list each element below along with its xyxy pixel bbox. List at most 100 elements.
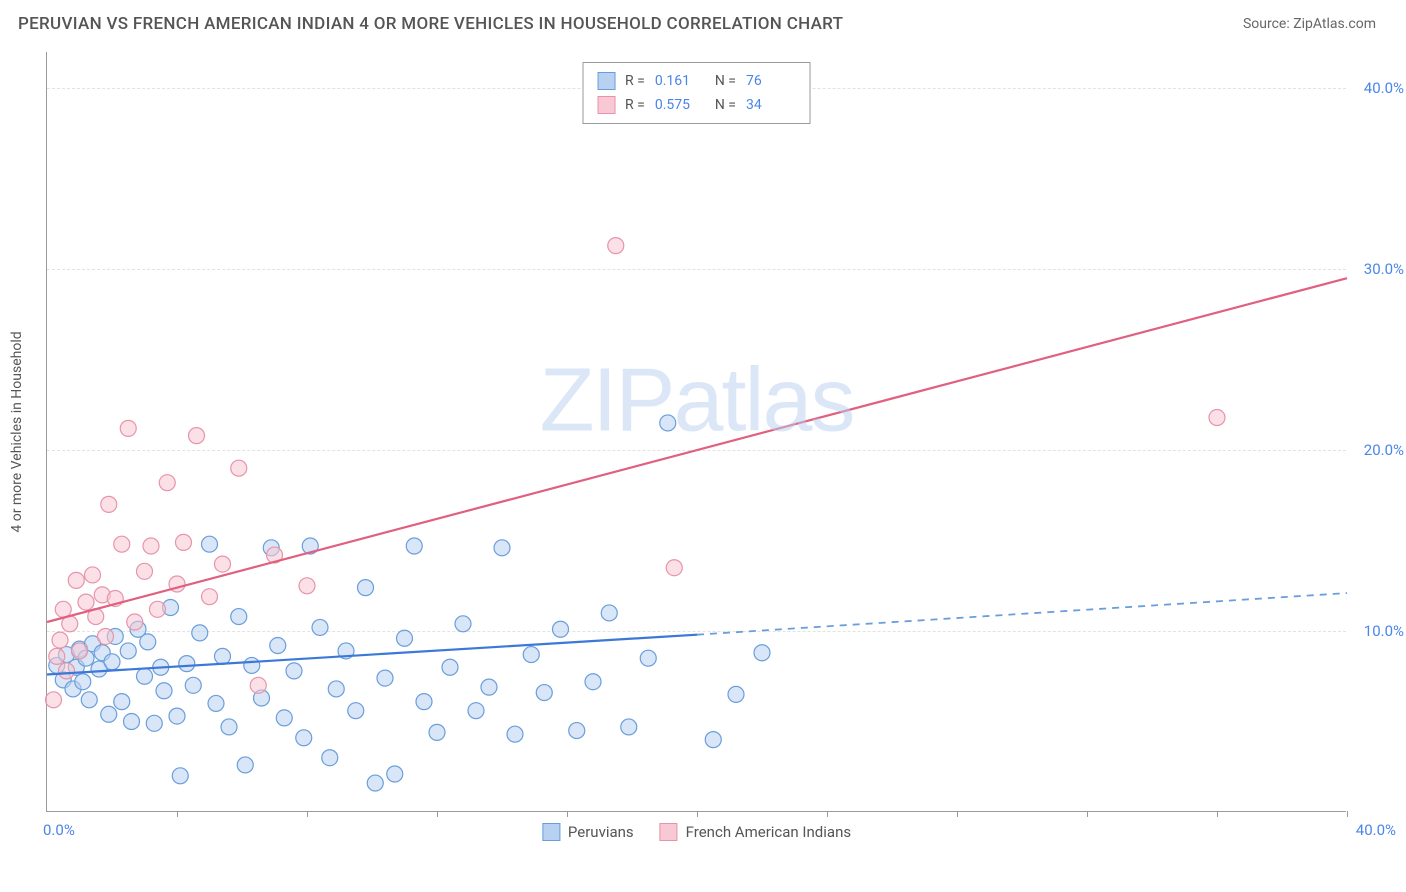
scatter-point [237,757,253,773]
scatter-point [68,572,84,588]
scatter-point [85,567,101,583]
scatter-point [114,536,130,552]
scatter-point [666,560,682,576]
scatter-point [328,681,344,697]
scatter-point [172,768,188,784]
scatter-point [585,674,601,690]
scatter-point [146,715,162,731]
scatter-point [601,605,617,621]
chart-title: PERUVIAN VS FRENCH AMERICAN INDIAN 4 OR … [18,14,843,34]
y-axis-label: 4 or more Vehicles in Household [9,331,25,532]
scatter-point [270,638,286,654]
scatter-point [143,538,159,554]
legend-label-blue: Peruvians [568,823,634,841]
scatter-plot-svg [47,52,1347,812]
n-prefix-2: N = [715,93,736,117]
scatter-point [250,677,266,693]
legend-swatch-pink-icon [660,823,678,841]
scatter-point [208,695,224,711]
scatter-point [140,634,156,650]
scatter-point [176,534,192,550]
scatter-point [202,536,218,552]
n-value-blue: 76 [746,69,796,93]
scatter-point [127,614,143,630]
scatter-point [156,683,172,699]
y-tick-label: 10.0% [1364,622,1404,640]
scatter-point [553,621,569,637]
source-link[interactable]: ZipAtlas.com [1293,16,1376,32]
scatter-point [231,460,247,476]
trend-line [47,278,1347,622]
scatter-point [536,685,552,701]
scatter-point [728,686,744,702]
scatter-point [75,674,91,690]
scatter-point [299,578,315,594]
scatter-point [621,719,637,735]
scatter-point [137,668,153,684]
scatter-point [98,628,114,644]
scatter-point [660,415,676,431]
scatter-point [169,708,185,724]
scatter-point [120,643,136,659]
stats-row-pink: R = 0.575 N = 34 [597,93,796,117]
stats-row-blue: R = 0.161 N = 76 [597,69,796,93]
scatter-point [192,625,208,641]
scatter-point [397,630,413,646]
chart-container: 4 or more Vehicles in Household 10.0%20.… [46,52,1386,852]
scatter-point [231,609,247,625]
scatter-point [221,719,237,735]
scatter-point [215,648,231,664]
source-prefix: Source: [1243,16,1293,32]
scatter-point [101,706,117,722]
scatter-point [101,496,117,512]
scatter-point [705,732,721,748]
x-origin-label: 0.0% [43,821,75,839]
scatter-point [569,723,585,739]
scatter-point [468,703,484,719]
scatter-point [46,692,62,708]
scatter-point [286,663,302,679]
y-tick-label: 30.0% [1364,260,1404,278]
scatter-point [189,428,205,444]
n-prefix: N = [715,69,736,93]
scatter-point [494,540,510,556]
scatter-point [159,475,175,491]
scatter-point [754,645,770,661]
r-prefix-2: R = [625,93,645,117]
swatch-blue-icon [597,72,615,90]
scatter-point [507,726,523,742]
n-value-pink: 34 [746,93,796,117]
scatter-point [296,730,312,746]
scatter-point [120,420,136,436]
scatter-point [455,616,471,632]
scatter-point [276,710,292,726]
scatter-point [312,619,328,635]
scatter-point [322,750,338,766]
scatter-point [348,703,364,719]
header: PERUVIAN VS FRENCH AMERICAN INDIAN 4 OR … [0,0,1406,44]
r-prefix: R = [625,69,645,93]
scatter-point [215,556,231,572]
scatter-point [358,580,374,596]
x-max-label: 40.0% [1356,821,1396,839]
scatter-point [429,724,445,740]
scatter-point [1209,410,1225,426]
scatter-point [608,238,624,254]
r-value-pink: 0.575 [655,93,705,117]
legend-item-peruvians: Peruvians [542,823,634,841]
scatter-point [59,663,75,679]
scatter-point [442,659,458,675]
plot-area: 4 or more Vehicles in Household 10.0%20.… [46,52,1346,812]
y-tick-label: 40.0% [1364,79,1404,97]
legend-label-pink: French American Indians [686,823,851,841]
legend-swatch-blue-icon [542,823,560,841]
scatter-point [104,654,120,670]
scatter-point [55,601,71,617]
trend-line-dashed [697,593,1347,635]
scatter-point [78,594,94,610]
scatter-point [244,657,260,673]
scatter-point [150,601,166,617]
r-value-blue: 0.161 [655,69,705,93]
scatter-point [523,647,539,663]
scatter-point [124,714,140,730]
